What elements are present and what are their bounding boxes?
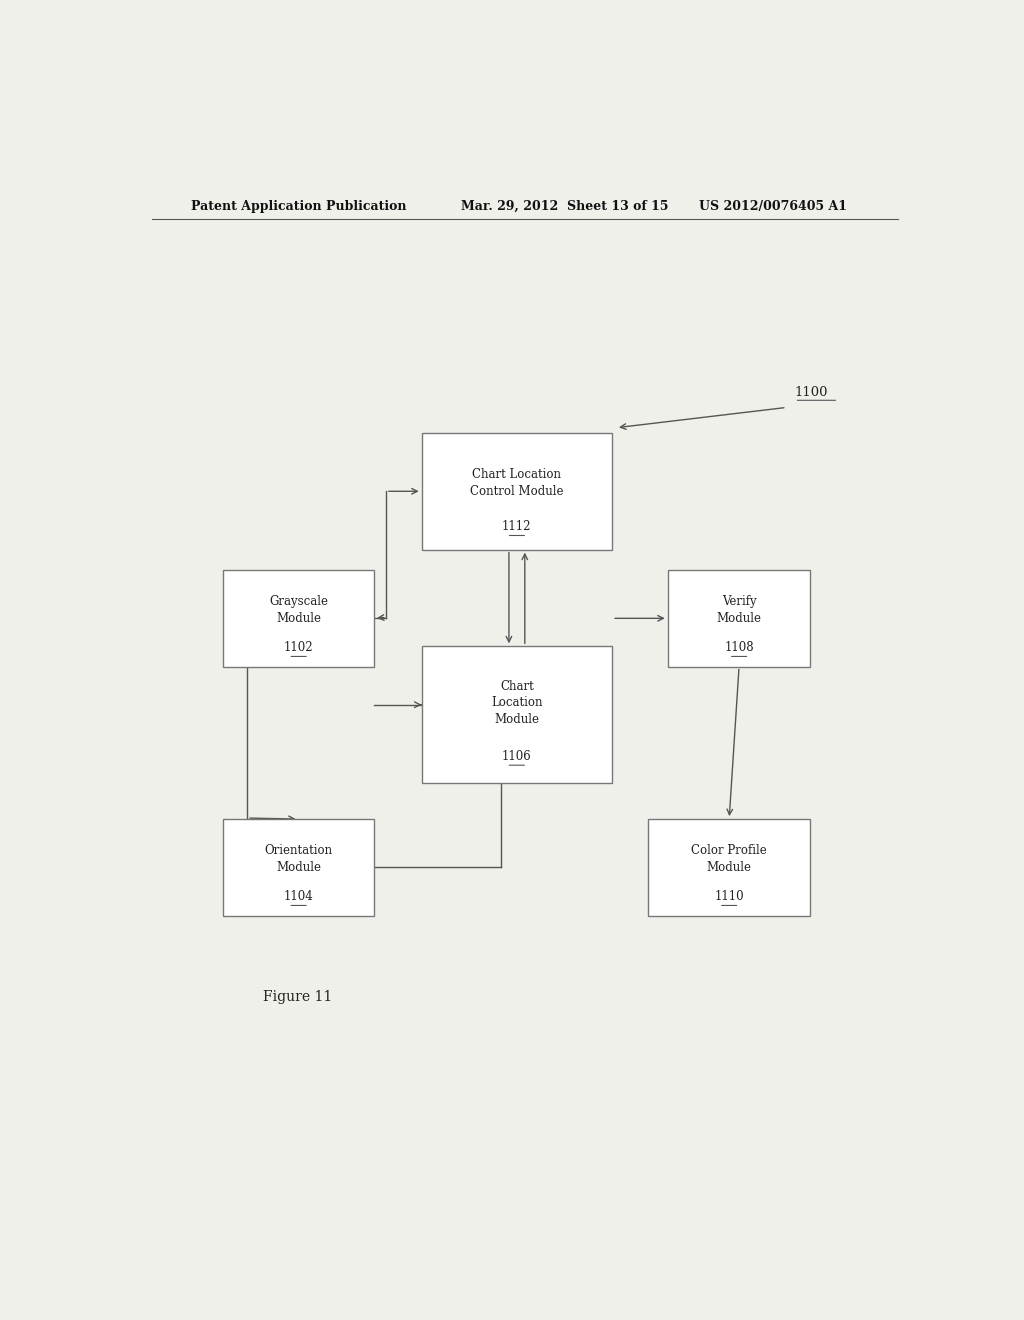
Text: Chart
Location
Module: Chart Location Module [492,680,543,726]
Text: Figure 11: Figure 11 [263,990,332,1005]
Text: 1104: 1104 [284,890,313,903]
Text: US 2012/0076405 A1: US 2012/0076405 A1 [699,199,848,213]
FancyBboxPatch shape [223,570,374,667]
FancyBboxPatch shape [422,433,612,549]
Text: 1100: 1100 [795,385,828,399]
FancyBboxPatch shape [422,647,612,784]
Text: Orientation
Module: Orientation Module [264,845,333,874]
FancyBboxPatch shape [668,570,811,667]
Text: 1102: 1102 [284,640,313,653]
Text: 1106: 1106 [502,750,531,763]
FancyBboxPatch shape [223,818,374,916]
Text: 1110: 1110 [715,890,744,903]
Text: Verify
Module: Verify Module [717,595,762,624]
Text: Patent Application Publication: Patent Application Publication [191,199,407,213]
Text: 1108: 1108 [724,640,754,653]
FancyBboxPatch shape [648,818,811,916]
Text: Color Profile
Module: Color Profile Module [691,845,767,874]
Text: Chart Location
Control Module: Chart Location Control Module [470,469,563,498]
Text: Mar. 29, 2012  Sheet 13 of 15: Mar. 29, 2012 Sheet 13 of 15 [461,199,669,213]
Text: 1112: 1112 [502,520,531,533]
Text: Grayscale
Module: Grayscale Module [269,595,328,624]
